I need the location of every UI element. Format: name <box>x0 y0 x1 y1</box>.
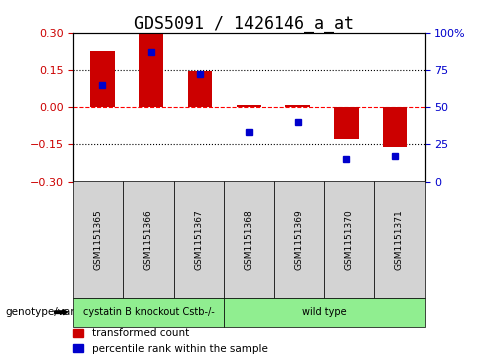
Text: GSM1151369: GSM1151369 <box>295 209 304 270</box>
Text: GSM1151370: GSM1151370 <box>345 209 354 270</box>
Text: wild type: wild type <box>302 307 346 317</box>
Legend: transformed count, percentile rank within the sample: transformed count, percentile rank withi… <box>69 324 272 358</box>
Bar <box>237 105 261 107</box>
Text: genotype/variation: genotype/variation <box>5 307 104 317</box>
Text: cystatin B knockout Cstb-/-: cystatin B knockout Cstb-/- <box>82 307 214 317</box>
Text: GSM1151366: GSM1151366 <box>144 209 153 270</box>
Bar <box>285 105 310 107</box>
Bar <box>383 107 407 147</box>
Bar <box>188 71 212 107</box>
Text: GSM1151371: GSM1151371 <box>395 209 404 270</box>
Text: GSM1151367: GSM1151367 <box>194 209 203 270</box>
Text: GSM1151368: GSM1151368 <box>244 209 253 270</box>
Text: GSM1151365: GSM1151365 <box>94 209 103 270</box>
Bar <box>334 107 359 139</box>
Bar <box>139 34 163 107</box>
Bar <box>90 51 115 107</box>
Text: GDS5091 / 1426146_a_at: GDS5091 / 1426146_a_at <box>134 15 354 33</box>
